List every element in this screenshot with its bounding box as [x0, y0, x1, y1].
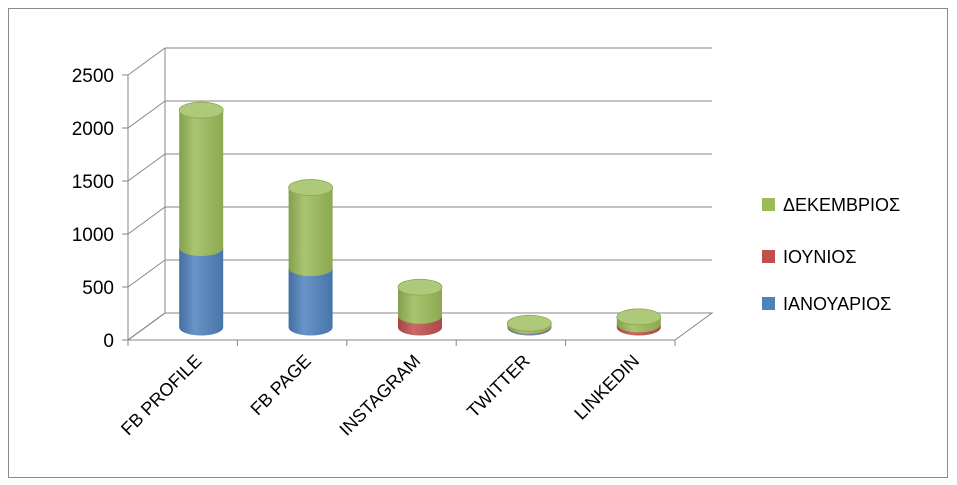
x-category-label: LINKEDIN — [570, 351, 643, 424]
cylinder-segment — [179, 248, 224, 336]
legend-swatch — [762, 297, 775, 310]
side-gridline — [127, 47, 166, 76]
cylinder-top — [507, 314, 552, 332]
legend-label: ΙΑΝΟΥΑΡΙΟΣ — [783, 294, 891, 314]
side-gridline — [127, 206, 166, 235]
cylinder-segment — [179, 110, 224, 256]
cylinder-top — [616, 308, 662, 326]
side-gridline — [127, 259, 166, 288]
x-category-label: FB PAGE — [247, 351, 315, 419]
legend-swatch — [762, 198, 775, 211]
x-category-label: INSTAGRAM — [335, 351, 424, 440]
side-gridline — [127, 312, 166, 341]
y-tick-label: 2500 — [72, 66, 114, 87]
side-gridline — [127, 100, 166, 129]
x-category-label: FB PROFILE — [117, 351, 205, 439]
y-tick-label: 2000 — [72, 119, 114, 140]
cylinder-top — [178, 101, 224, 119]
cylinder-top — [397, 278, 443, 296]
cylinder-segment — [288, 187, 333, 277]
y-tick-label: 1000 — [72, 225, 114, 246]
cylinder-top — [288, 179, 334, 196]
y-tick-label: 500 — [82, 278, 114, 299]
legend-swatch — [762, 250, 775, 263]
legend-label: ΙΟΥΝΙΟΣ — [783, 247, 857, 267]
side-gridline — [127, 153, 166, 182]
y-tick-label: 1500 — [72, 172, 114, 193]
legend-label: ΔΕΚΕΜΒΡΙΟΣ — [783, 195, 900, 215]
y-tick-label: 0 — [103, 331, 114, 352]
x-category-label: TWITTER — [463, 351, 534, 422]
cylinder-segment — [288, 268, 333, 336]
cylinder-segment — [398, 287, 442, 324]
